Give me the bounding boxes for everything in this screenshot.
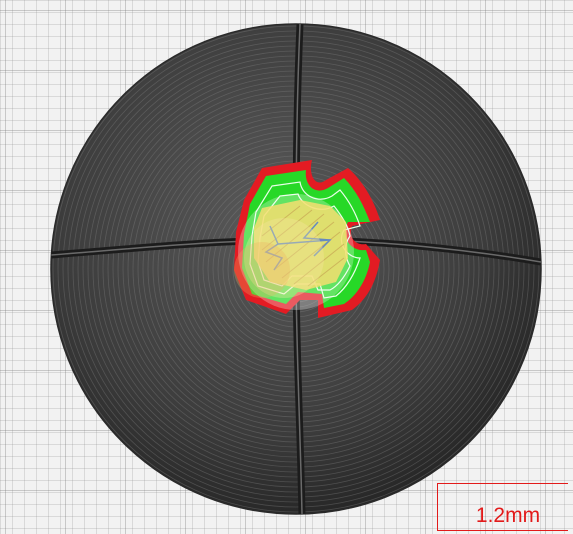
contour-ring bbox=[57, 30, 535, 508]
travel-moves bbox=[264, 221, 332, 271]
contour-ring bbox=[52, 25, 540, 513]
nozzle-highlight bbox=[234, 194, 354, 310]
contour-ring bbox=[62, 35, 530, 503]
scale-annotation: 1.2mm bbox=[437, 483, 568, 531]
scale-label: 1.2mm bbox=[475, 504, 541, 527]
